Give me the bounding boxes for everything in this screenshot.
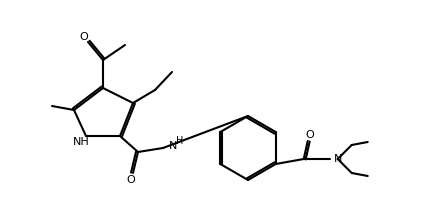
- Text: O: O: [80, 32, 88, 42]
- Text: O: O: [127, 175, 135, 185]
- Text: O: O: [306, 130, 314, 140]
- Text: NH: NH: [73, 137, 89, 147]
- Text: N: N: [334, 154, 342, 164]
- Text: N: N: [169, 141, 177, 151]
- Text: H: H: [176, 136, 184, 146]
